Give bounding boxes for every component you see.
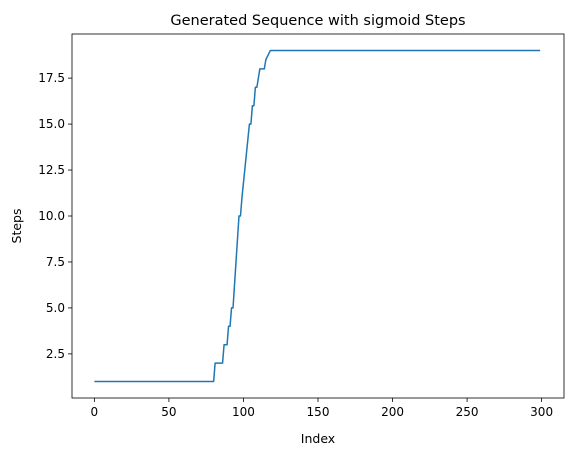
series-line-0 [94, 49, 541, 383]
y-tick-label: 12.5 [38, 163, 65, 177]
x-tick-label: 50 [161, 405, 176, 419]
y-tick-label: 17.5 [38, 71, 65, 85]
x-tick-label: 250 [456, 405, 479, 419]
x-tick-label: 200 [381, 405, 404, 419]
x-axis: 0 50 100 150 200 250 300 [91, 398, 553, 419]
y-tick-label: 7.5 [46, 255, 65, 269]
y-tick-label: 5.0 [46, 301, 65, 315]
x-tick-label: 150 [307, 405, 330, 419]
y-axis-label: Steps [9, 209, 24, 244]
plot-frame [71, 33, 565, 399]
plot-area [71, 33, 565, 399]
x-axis-label: Index [301, 431, 335, 446]
y-tick-label: 10.0 [38, 209, 65, 223]
y-axis: 2.5 5.0 7.5 10.0 12.5 15.0 17.5 [38, 71, 72, 361]
y-tick-label: 15.0 [38, 117, 65, 131]
x-tick-label: 0 [91, 405, 99, 419]
x-tick-label: 300 [530, 405, 553, 419]
chart-title: Generated Sequence with sigmoid Steps [170, 13, 465, 29]
y-tick-label: 2.5 [46, 347, 65, 361]
x-tick-label: 100 [232, 405, 255, 419]
